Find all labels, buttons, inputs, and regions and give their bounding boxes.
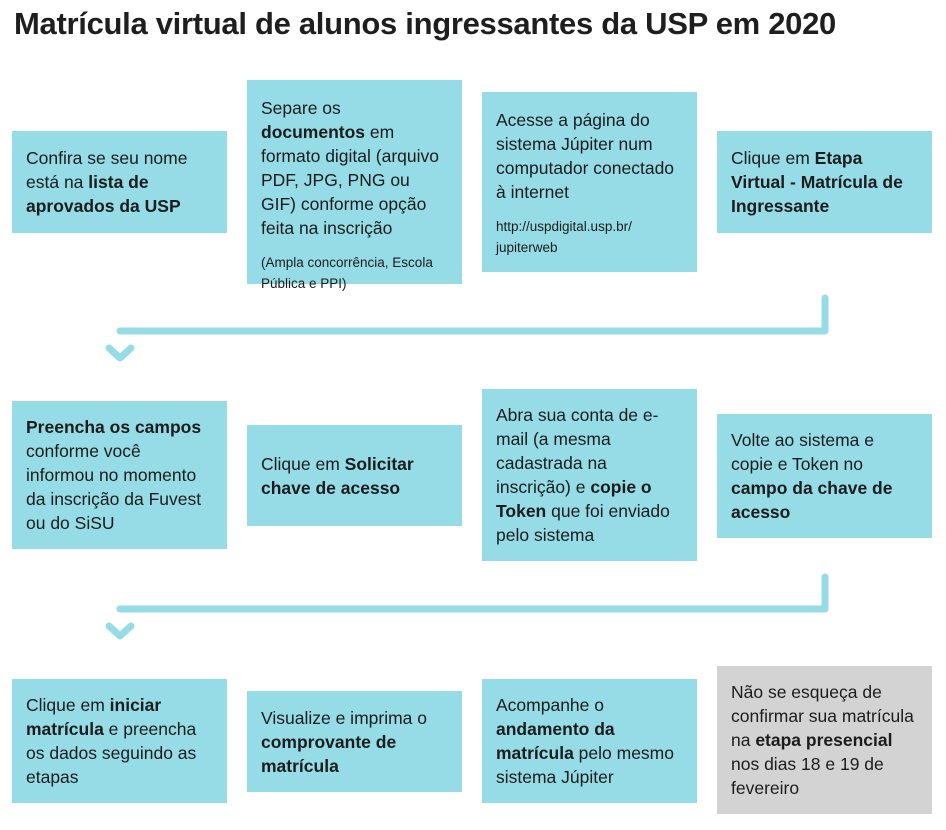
step-text: Separe os documentos em formato digital … (261, 96, 448, 240)
step-text: Acompanhe o andamento da matrícula pelo … (496, 693, 683, 789)
page-title: Matrícula virtual de alunos ingressantes… (14, 6, 836, 41)
step-5-fill-fields: Preencha os campos conforme você informo… (12, 401, 227, 549)
step-text-regular: Confira se seu nome está na (26, 148, 188, 192)
step-note: http://uspdigital.usp.br/ jupiterweb (496, 219, 632, 255)
step-4-virtual-stage: Clique em Etapa Virtual - Matrícula de I… (717, 131, 932, 233)
step-note: (Ampla concorrência, Escola Pública e PP… (261, 255, 433, 291)
step-text-regular: nos dias 18 e 19 de fevereiro (731, 754, 884, 798)
step-text: Confira se seu nome está na lista de apr… (26, 146, 213, 218)
step-7-copy-token: Abra sua conta de e-mail (a mesma cadast… (482, 389, 697, 561)
step-text-bold: comprovante de matrícula (261, 731, 397, 776)
step-12-in-person-stage: Não se esqueça de confirmar sua matrícul… (717, 666, 932, 814)
step-text-regular: Clique em (26, 695, 110, 715)
step-text: Clique em iniciar matrícula e preencha o… (26, 693, 213, 789)
step-text-regular: Acompanhe o (496, 695, 604, 715)
step-text-bold: andamento da matrícula (496, 719, 615, 763)
step-2-separate-documents: Separe os documentos em formato digital … (247, 80, 462, 291)
step-text-regular: conforme você informou no momento da ins… (26, 441, 202, 533)
step-text-bold: Preencha os campos (26, 417, 202, 437)
step-text: Volte ao sistema e copie e Token no camp… (731, 428, 918, 524)
step-text-bold: lista de aprovados da USP (26, 172, 181, 216)
step-text-bold: documentos (261, 122, 366, 142)
step-text-regular: que foi enviado pelo sistema (496, 501, 670, 545)
step-3-access-jupiter: Acesse a página do sistema Júpiter num c… (482, 92, 697, 272)
step-text: Clique em Solicitar chave de acesso (261, 452, 448, 500)
step-text-regular: Não se esqueça de confirmar sua matrícul… (731, 682, 914, 750)
step-text-bold: copie o Token (496, 477, 652, 521)
step-text-regular: Abra sua conta de e-mail (a mesma cadast… (496, 405, 659, 497)
step-1-check-approved-list: Confira se seu nome está na lista de apr… (12, 131, 227, 233)
step-6-request-access-key: Clique em Solicitar chave de acesso (247, 425, 462, 526)
step-text-regular: Volte ao sistema e copie e Token no (731, 430, 874, 474)
step-text: Visualize e imprima o comprovante de mat… (261, 706, 448, 778)
step-text: Clique em Etapa Virtual - Matrícula de I… (731, 146, 918, 218)
step-text-regular: Visualize e imprima o (261, 707, 427, 728)
step-text-regular: em formato digital (arquivo PDF, JPG, PN… (261, 122, 439, 238)
connector-row1-to-row2 (105, 294, 829, 362)
step-text: Não se esqueça de confirmar sua matrícul… (731, 680, 918, 800)
step-text-bold: Solicitar chave de acesso (261, 453, 414, 498)
step-11-track-progress: Acompanhe o andamento da matrícula pelo … (482, 679, 697, 803)
step-10-print-receipt: Visualize e imprima o comprovante de mat… (247, 691, 462, 792)
step-text: Acesse a página do sistema Júpiter num c… (496, 108, 683, 204)
step-text: Preencha os campos conforme você informo… (26, 415, 213, 535)
step-text-regular: Separe os (261, 98, 341, 118)
step-text-bold: Etapa Virtual - Matrícula de Ingressante (731, 148, 903, 216)
step-text-regular: Clique em (731, 148, 815, 168)
step-text-bold: iniciar matrícula (26, 695, 162, 739)
step-text: Abra sua conta de e-mail (a mesma cadast… (496, 403, 683, 547)
step-text-regular: Clique em (261, 453, 345, 474)
step-text-regular: pelo mesmo sistema Júpiter (496, 743, 674, 787)
step-text-bold: campo da chave de acesso (731, 478, 893, 522)
step-9-start-enrollment: Clique em iniciar matrícula e preencha o… (12, 679, 227, 803)
step-text-regular: Acesse a página do sistema Júpiter num c… (496, 110, 675, 202)
step-8-paste-token: Volte ao sistema e copie e Token no camp… (717, 414, 932, 538)
connector-row2-to-row3 (105, 573, 829, 640)
step-text-regular: e preencha os dados seguindo as etapas (26, 719, 197, 787)
step-text-bold: etapa presencial (755, 730, 893, 750)
